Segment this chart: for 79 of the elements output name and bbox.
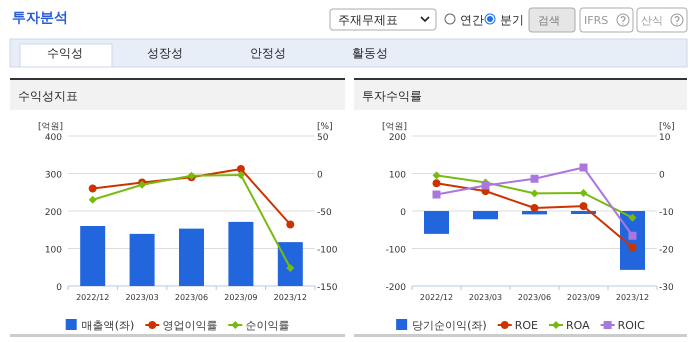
y2-axis-title: [%] [317, 122, 333, 132]
y-tick-label: 300 [44, 170, 62, 180]
y2-tick-label: -30 [659, 283, 674, 293]
bar [80, 226, 106, 286]
legend-label: 영업이익률 [162, 319, 218, 332]
x-tick-label: 2022/12 [76, 293, 110, 302]
point [432, 179, 440, 188]
point [628, 232, 636, 240]
y-tick-label: 100 [44, 246, 62, 256]
point [286, 220, 294, 228]
chart-title: 투자수익률 [362, 89, 422, 103]
y-tick-label: -200 [386, 283, 406, 293]
bar [130, 234, 155, 286]
point [530, 174, 538, 183]
point [530, 204, 538, 212]
y2-tick-label: -10 [659, 208, 674, 218]
x-tick-label: 2023/06 [518, 293, 552, 302]
bar [228, 222, 254, 286]
x-tick-label: 2023/12 [274, 293, 307, 302]
y2-tick-label: 10 [659, 133, 671, 143]
x-tick-label: 2023/12 [616, 293, 650, 302]
point [88, 196, 97, 204]
point [236, 171, 245, 179]
text: 연간 [460, 13, 484, 27]
text: 안정성 [250, 46, 286, 60]
y2-tick-label: 0 [317, 170, 323, 180]
text: 주재무제표 [338, 13, 398, 27]
y-tick-label: 400 [44, 133, 62, 143]
text: 산식 [641, 14, 663, 27]
point [482, 182, 490, 190]
point [580, 189, 588, 197]
y2-tick-label: 50 [317, 133, 329, 143]
x-tick-label: 2023/09 [566, 293, 600, 302]
point [432, 190, 440, 198]
legend-label: 매출액(좌) [82, 319, 134, 332]
point [580, 164, 588, 172]
point [580, 202, 588, 210]
x-tick-label: 2023/03 [468, 293, 502, 302]
point [88, 184, 97, 192]
point [286, 264, 294, 272]
point [138, 180, 146, 189]
legend-label: 순이익률 [245, 319, 290, 332]
text: 투자분석 [12, 10, 68, 26]
y-tick-label: 100 [388, 170, 406, 180]
y-tick-label: 0 [56, 283, 62, 293]
y2-tick-label: -50 [317, 208, 332, 218]
text: 활동성 [352, 46, 388, 60]
point [628, 243, 636, 252]
y-tick-label: -100 [386, 246, 406, 256]
bar [278, 242, 303, 286]
y-axis-title: [억원] [382, 122, 408, 132]
legend-label: 당기순이익(좌) [412, 319, 487, 332]
text: IFRS [584, 14, 608, 27]
point [236, 165, 245, 173]
point [432, 171, 440, 180]
chart-title: 수익성지표 [18, 89, 78, 103]
legend-label: ROA [566, 319, 590, 332]
y-tick-label: 200 [388, 133, 406, 143]
y2-tick-label: 0 [659, 170, 665, 180]
y2-tick-label: -20 [659, 246, 674, 256]
legend-label: ROE [514, 319, 538, 332]
x-tick-label: 2023/03 [125, 293, 159, 302]
text: 분기 [500, 13, 524, 27]
text: 검색 [538, 14, 560, 27]
y-tick-label: 0 [400, 208, 406, 218]
x-tick-label: 2023/09 [224, 293, 258, 302]
bar [179, 228, 204, 286]
text: 성장성 [147, 46, 183, 60]
point [628, 214, 636, 222]
x-tick-label: 2022/12 [420, 293, 454, 302]
legend-label: ROIC [618, 319, 646, 332]
point [530, 189, 538, 198]
y-axis-title: [억원] [38, 122, 64, 132]
y2-tick-label: -100 [317, 246, 338, 256]
x-tick-label: 2023/06 [174, 293, 208, 302]
text: 수익성 [47, 46, 83, 60]
y2-tick-label: -150 [317, 283, 338, 293]
y2-axis-title: [%] [659, 122, 675, 132]
y-tick-label: 200 [44, 208, 62, 218]
